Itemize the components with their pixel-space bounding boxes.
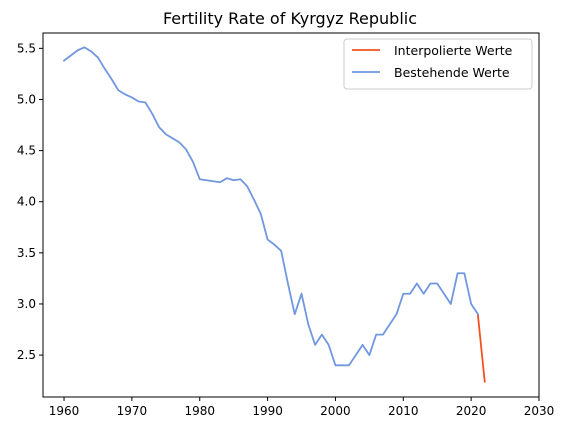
legend-label-interpolated: Interpolierte Werte — [394, 43, 513, 58]
series-line-interpolated — [476, 314, 486, 383]
y-tick-label: 5.0 — [17, 92, 36, 106]
plot-frame — [42, 32, 540, 398]
x-tick-label: 2020 — [456, 404, 487, 418]
chart-title: Fertility Rate of Kyrgyz Republic — [163, 9, 417, 28]
x-tick-label: 1990 — [252, 404, 283, 418]
x-tick-label: 2010 — [388, 404, 419, 418]
legend-box — [343, 38, 533, 90]
x-tick-label: 1980 — [184, 404, 215, 418]
x-axis: 1960 1970 1980 1990 2000 2010 2020 2030 — [49, 397, 555, 418]
y-tick-label: 5.5 — [17, 41, 36, 55]
y-tick-label: 4.0 — [17, 195, 36, 209]
x-tick-label: 2000 — [320, 404, 351, 418]
x-tick-label: 2030 — [524, 404, 555, 418]
y-tick-label: 4.5 — [17, 144, 36, 158]
y-axis: 2.5 3.0 3.5 4.0 4.5 5.0 5.5 — [17, 41, 43, 362]
series-layer — [62, 46, 486, 383]
x-tick-label: 1960 — [49, 404, 80, 418]
series-line-existing — [62, 46, 480, 367]
y-tick-label: 3.5 — [17, 246, 36, 260]
y-tick-label: 3.0 — [17, 297, 36, 311]
legend-label-existing: Bestehende Werte — [394, 65, 510, 80]
y-tick-label: 2.5 — [17, 348, 36, 362]
legend: Interpolierte Werte Bestehende Werte — [343, 38, 533, 90]
x-tick-label: 1970 — [117, 404, 148, 418]
